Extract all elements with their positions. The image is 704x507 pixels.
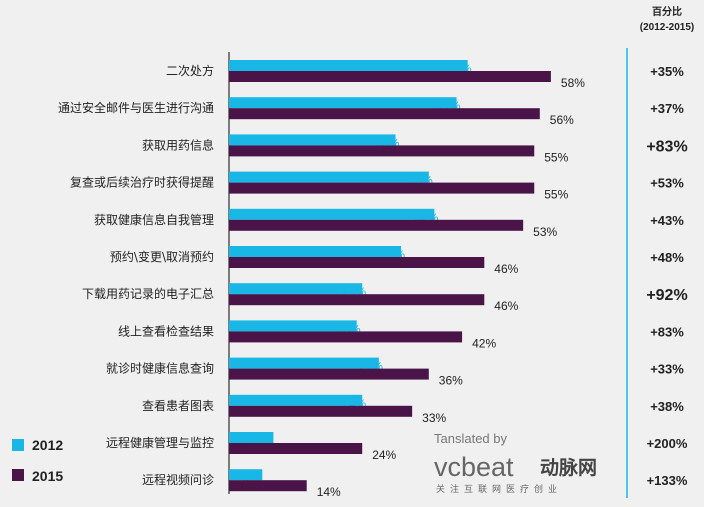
category-label: 下载用药记录的电子汇总	[82, 286, 214, 301]
watermark-tagline: 关注互联网医疗创业	[436, 483, 562, 495]
change-value: +83%	[650, 324, 684, 339]
category-row: 获取健康信息自我管理 37%53%+43%	[94, 208, 684, 239]
value-label-2015: 46%	[494, 262, 518, 276]
value-label-2015: 56%	[550, 113, 574, 127]
legend-swatch-2015	[12, 469, 24, 481]
category-label: 二次处方	[166, 63, 214, 78]
change-value: +43%	[650, 213, 684, 228]
bar-2012	[229, 469, 263, 481]
value-label-2015: 36%	[439, 374, 463, 388]
bar-2015	[229, 219, 524, 231]
bar-2015	[229, 257, 485, 268]
change-value: +53%	[650, 176, 684, 191]
bar-2015	[229, 480, 307, 492]
bar-2015	[229, 182, 535, 194]
category-label: 查看患者图表	[142, 399, 214, 413]
legend-swatch-2012	[12, 439, 24, 451]
bar-2012	[229, 394, 363, 406]
bar-2012	[229, 283, 363, 295]
bar-2015	[229, 368, 429, 380]
category-row: 预约\变更\取消预约 31%46%+48%	[110, 246, 684, 276]
category-row: 远程健康管理与监控 8%24%+200%	[106, 432, 688, 462]
category-label: 远程视频问诊	[142, 472, 214, 487]
bar-2012	[229, 208, 435, 220]
bar-2015	[229, 405, 413, 417]
category-label: 预约\变更\取消预约	[110, 249, 214, 264]
bar-2015	[229, 108, 540, 120]
change-value: +35%	[650, 64, 684, 79]
change-value: +92%	[646, 287, 687, 304]
change-value: +83%	[646, 138, 687, 155]
change-value: +133%	[647, 473, 688, 488]
category-row: 二次处方 43%58%+35%	[166, 60, 684, 90]
bar-2012	[229, 246, 402, 257]
category-row: 就诊时健康信息查询 27%36%+33%	[106, 357, 684, 388]
change-value: +38%	[650, 399, 684, 414]
legend-label-2012: 2012	[32, 437, 63, 453]
change-header: 百分比 (2012-2015)	[640, 5, 694, 33]
value-label-2015: 55%	[544, 150, 568, 164]
bar-2012	[229, 97, 457, 109]
value-label-2015: 58%	[561, 76, 585, 90]
change-header-line2: (2012-2015)	[640, 22, 694, 33]
category-label: 就诊时健康信息查询	[106, 361, 214, 376]
category-row: 下载用药记录的电子汇总 24%46%+92%	[82, 283, 688, 313]
change-value: +200%	[647, 436, 688, 451]
change-value: +48%	[650, 250, 684, 265]
watermark-brand-cn: 动脉网	[540, 456, 597, 479]
category-label: 复查或后续治疗时获得提醒	[70, 175, 214, 190]
bar-2012	[229, 320, 357, 332]
change-value: +33%	[650, 362, 684, 377]
watermark-translated-by: Tanslated by	[434, 431, 507, 446]
bar-2012	[229, 60, 468, 71]
value-label-2015: 46%	[494, 299, 518, 313]
value-label-2015: 55%	[544, 188, 568, 202]
category-row: 通过安全邮件与医生进行沟通 41%56%+37%	[58, 97, 684, 127]
legend-label-2015: 2015	[32, 468, 63, 484]
category-row: 查看患者图表 24%33%+38%	[142, 394, 684, 425]
change-header-line1: 百分比	[652, 5, 682, 18]
bar-2015	[229, 294, 485, 306]
category-row: 获取用药信息 30%55%+83%	[142, 134, 688, 164]
category-row: 远程视频问诊 6%14%+133%	[142, 469, 688, 499]
bars-group: 二次处方 43%58%+35%通过安全邮件与医生进行沟通 41%56%+37%获取用…	[58, 60, 688, 499]
category-label: 通过安全邮件与医生进行沟通	[58, 100, 214, 115]
value-label-2015: 14%	[317, 485, 341, 499]
watermark-brand-latin: vcbeat	[434, 452, 514, 482]
bar-2012	[229, 432, 274, 443]
bar-2012	[229, 134, 396, 146]
category-label: 获取用药信息	[142, 137, 214, 152]
category-label: 远程健康管理与监控	[106, 435, 214, 450]
bar-2015	[229, 145, 535, 157]
value-label-2015: 24%	[372, 448, 396, 462]
bar-2015	[229, 443, 363, 454]
value-label-2015: 42%	[472, 336, 496, 350]
value-label-2015: 53%	[533, 225, 557, 239]
bar-2015	[229, 71, 551, 82]
category-label: 线上查看检查结果	[118, 323, 214, 338]
bar-2012	[229, 171, 429, 183]
watermark: Tanslated by vcbeat 动脉网 关注互联网医疗创业	[434, 431, 597, 495]
bar-2012	[229, 357, 379, 369]
change-value: +37%	[650, 101, 684, 116]
category-row: 线上查看检查结果 23%42%+83%	[118, 320, 684, 350]
category-label: 获取健康信息自我管理	[94, 212, 214, 227]
bar-2015	[229, 331, 463, 343]
value-label-2015: 33%	[422, 411, 446, 425]
category-row: 复查或后续治疗时获得提醒 36%55%+53%	[70, 171, 684, 202]
legend: 2012 2015	[12, 437, 63, 484]
